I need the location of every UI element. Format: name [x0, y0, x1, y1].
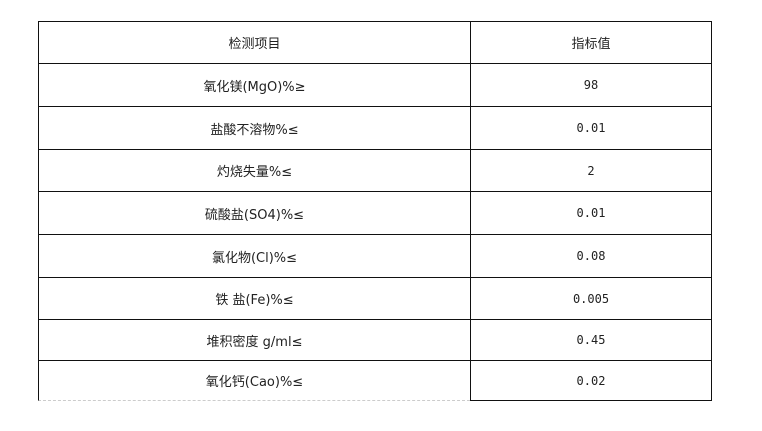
- item-cell: 堆积密度 g/ml≤: [38, 319, 470, 360]
- item-cell: 硫酸盐(SO4)%≤: [38, 191, 470, 234]
- item-cell: 氯化物(Cl)%≤: [38, 234, 470, 277]
- header-value: 指标值: [470, 21, 712, 63]
- value-cell: 0.005: [470, 277, 712, 319]
- item-cell: 铁 盐(Fe)%≤: [38, 277, 470, 319]
- table-row: 铁 盐(Fe)%≤ 0.005: [38, 277, 712, 319]
- item-cell: 氧化镁(MgO)%≥: [38, 63, 470, 106]
- table-row: 盐酸不溶物%≤ 0.01: [38, 106, 712, 149]
- table-header-row: 检测项目 指标值: [38, 21, 712, 63]
- value-cell: 0.45: [470, 319, 712, 360]
- item-cell: 氧化钙(Cao)%≤: [38, 360, 470, 401]
- value-cell: 0.01: [470, 191, 712, 234]
- header-item: 检测项目: [38, 21, 470, 63]
- value-cell: 0.08: [470, 234, 712, 277]
- value-cell: 0.02: [470, 360, 712, 401]
- table-row: 氯化物(Cl)%≤ 0.08: [38, 234, 712, 277]
- item-cell: 盐酸不溶物%≤: [38, 106, 470, 149]
- table-row: 氧化镁(MgO)%≥ 98: [38, 63, 712, 106]
- value-cell: 0.01: [470, 106, 712, 149]
- table-row: 硫酸盐(SO4)%≤ 0.01: [38, 191, 712, 234]
- table-row: 灼烧失量%≤ 2: [38, 149, 712, 191]
- item-cell: 灼烧失量%≤: [38, 149, 470, 191]
- value-cell: 2: [470, 149, 712, 191]
- value-cell: 98: [470, 63, 712, 106]
- table-row: 氧化钙(Cao)%≤ 0.02: [38, 360, 712, 401]
- table-row: 堆积密度 g/ml≤ 0.45: [38, 319, 712, 360]
